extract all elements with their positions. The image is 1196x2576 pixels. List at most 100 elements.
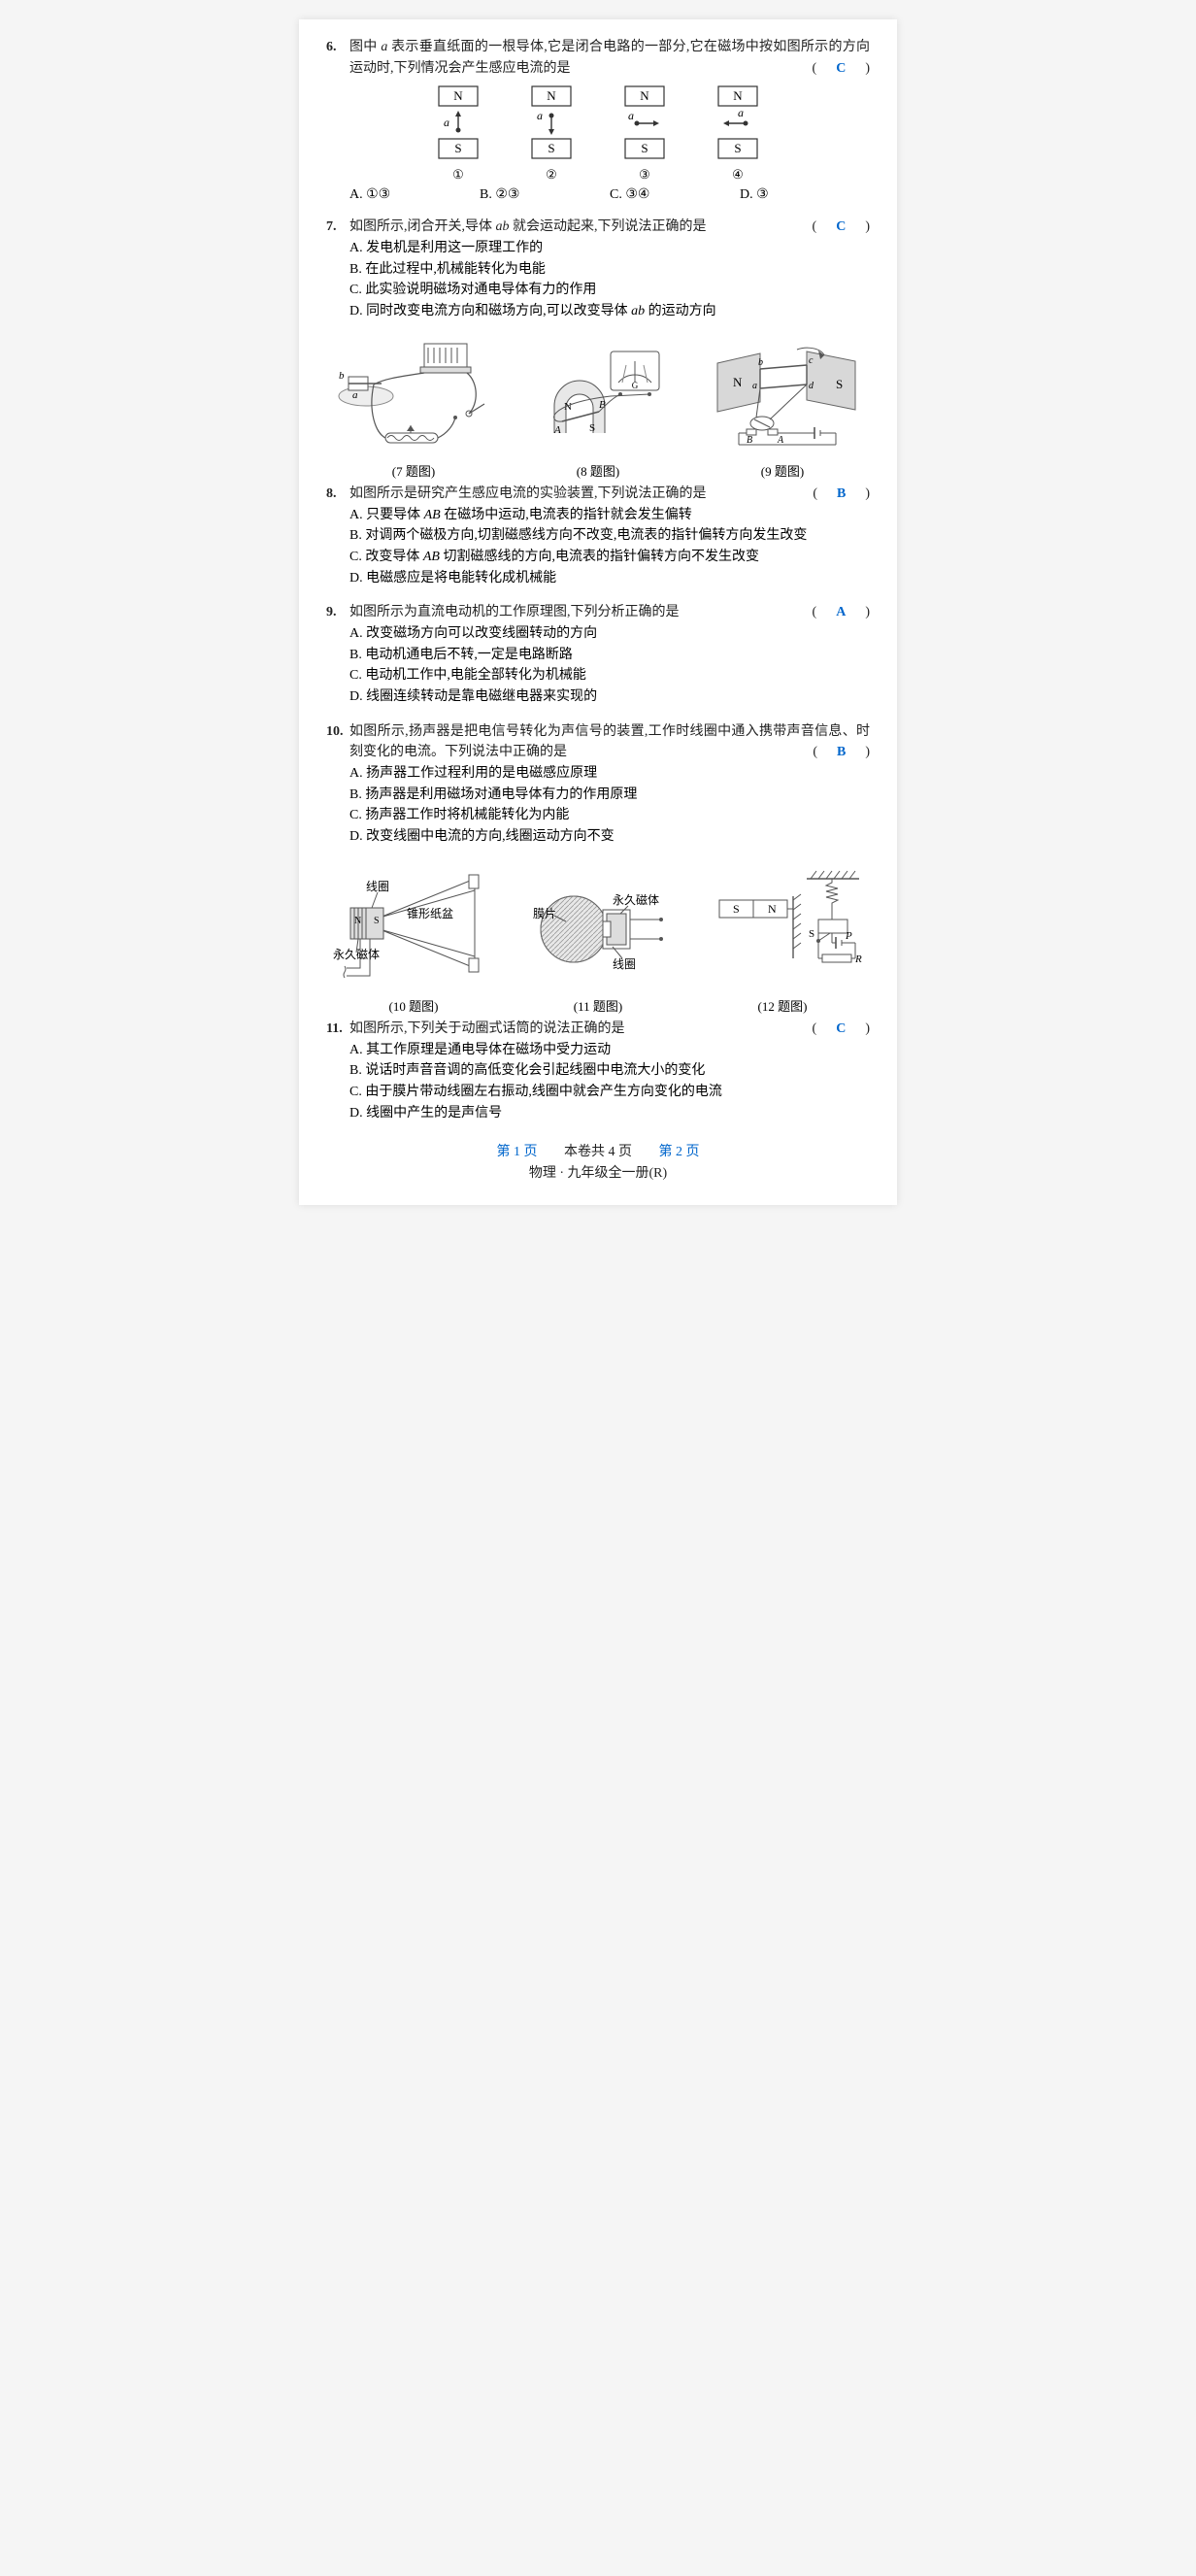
svg-text:线圈: 线圈 xyxy=(366,880,389,893)
q6-stem-a: 图中 xyxy=(349,40,381,54)
q6-magnet-diagrams: N a S N a S xyxy=(326,84,870,165)
figure-7: b a (7 题图) xyxy=(326,336,501,480)
svg-text:永久磁体: 永久磁体 xyxy=(613,892,659,907)
svg-text:N: N xyxy=(733,88,743,103)
magnet-diagram-1: N a S xyxy=(429,84,487,165)
q9-number: 9. xyxy=(326,602,346,623)
svg-text:A: A xyxy=(553,424,561,436)
q7-stem-b: 就会运动起来,下列说法正确的是 xyxy=(510,219,707,234)
svg-text:a: a xyxy=(628,109,634,122)
svg-text:S: S xyxy=(641,141,648,155)
question-7: 7. 如图所示,闭合开关,导体 ab 就会运动起来,下列说法正确的是 ( C )… xyxy=(326,217,870,321)
footer-mid: 本卷共 4 页 xyxy=(564,1145,632,1159)
q8a-b: 在磁场中运动,电流表的指针就会发生偏转 xyxy=(441,508,692,522)
exam-page: 6. 图中 a 表示垂直纸面的一根导体,它是闭合电路的一部分,它在磁场中按如图所… xyxy=(299,19,897,1205)
q9-opt-c: C. 电动机工作中,电能全部转化为机械能 xyxy=(349,665,870,686)
svg-text:S: S xyxy=(548,141,554,155)
q9-opt-b: B. 电动机通电后不转,一定是电路断路 xyxy=(349,645,870,666)
svg-text:N: N xyxy=(354,916,361,926)
q10-opt-a: A. 扬声器工作过程利用的是电磁感应原理 xyxy=(349,763,870,785)
svg-text:a: a xyxy=(444,116,449,129)
magnet-diagram-2: N a S xyxy=(522,84,581,165)
footer-nav: 第 1 页 本卷共 4 页 第 2 页 xyxy=(326,1141,870,1160)
q8-answer: B xyxy=(831,486,851,501)
q10-answer-slot: ( B ) xyxy=(813,742,870,763)
q7-opt-d-ital: ab xyxy=(631,304,645,318)
q9-opt-a: A. 改变磁场方向可以改变线圈转动的方向 xyxy=(349,623,870,645)
figures-row-2: N S 线圈 锥形纸盆 永久磁体 (10 题图) xyxy=(326,861,870,1015)
q8c-a: C. 改变导体 xyxy=(349,550,423,564)
figure-10: N S 线圈 锥形纸盆 永久磁体 (10 题图) xyxy=(326,861,501,1015)
q6-answer-slot: ( C ) xyxy=(813,58,870,80)
svg-text:G: G xyxy=(632,381,639,390)
q6-stem-b: 表示垂直纸面的一根导体,它是闭合电路的一部分,它在磁场中按如图所示的方向运动时,… xyxy=(349,40,870,76)
svg-text:P: P xyxy=(845,930,852,942)
q11-stem-text: 如图所示,下列关于动圈式话筒的说法正确的是 xyxy=(349,1021,625,1036)
svg-text:S: S xyxy=(734,141,741,155)
fig10-caption: (10 题图) xyxy=(326,996,501,1015)
svg-text:a: a xyxy=(752,381,757,391)
svg-text:永久磁体: 永久磁体 xyxy=(333,947,380,961)
q11-opt-b: B. 说话时声音音调的高低变化会引起线圈中电流大小的变化 xyxy=(349,1060,870,1082)
q8-opt-d: D. 电磁感应是将电能转化成机械能 xyxy=(349,568,870,589)
svg-text:S: S xyxy=(374,916,380,926)
figures-row-1: b a (7 题图) xyxy=(326,336,870,480)
svg-text:A: A xyxy=(777,435,784,446)
q10-opt-b: B. 扬声器是利用磁场对通电导体有力的作用原理 xyxy=(349,785,870,806)
figure-8: G N S B A (8 题图) xyxy=(511,336,685,480)
q7-opt-c: C. 此实验说明磁场对通电导体有力的作用 xyxy=(349,280,870,301)
footer-sub: 物理 · 九年级全一册(R) xyxy=(326,1162,870,1182)
figure-11: 永久磁体 膜片 线圈 (11 题图) xyxy=(511,861,685,1015)
q10-opt-c: C. 扬声器工作时将机械能转化为内能 xyxy=(349,805,870,826)
q8-opt-a: A. 只要导体 AB 在磁场中运动,电流表的指针就会发生偏转 xyxy=(349,505,870,526)
q9-stem: 如图所示为直流电动机的工作原理图,下列分析正确的是 ( A ) xyxy=(349,602,870,623)
q10-answer: B xyxy=(831,745,851,759)
q10-opt-d: D. 改变线圈中电流的方向,线圈运动方向不变 xyxy=(349,826,870,848)
svg-text:a: a xyxy=(537,109,543,122)
q8a-a: A. 只要导体 xyxy=(349,508,424,522)
svg-text:b: b xyxy=(758,357,763,368)
q7-number: 7. xyxy=(326,217,346,238)
q8-opt-c: C. 改变导体 AB 切割磁感线的方向,电流表的指针偏转方向不发生改变 xyxy=(349,547,870,568)
fig11-svg: 永久磁体 膜片 线圈 xyxy=(515,861,681,987)
q9-answer: A xyxy=(830,605,851,619)
q8a-ital: AB xyxy=(424,508,441,522)
question-11: 11. 如图所示,下列关于动圈式话筒的说法正确的是 ( C ) A. 其工作原理… xyxy=(326,1019,870,1123)
svg-text:S: S xyxy=(733,902,740,916)
svg-text:锥形纸盆: 锥形纸盆 xyxy=(407,907,453,920)
q6-opt-c: C. ③④ xyxy=(610,186,740,203)
q11-answer-slot: ( C ) xyxy=(813,1019,870,1040)
magnet1-svg: N a S xyxy=(429,84,487,160)
fig11-caption: (11 题图) xyxy=(511,996,685,1015)
q6-number: 6. xyxy=(326,37,346,58)
question-10: 10. 如图所示,扬声器是把电信号转化为声信号的装置,工作时线圈中通入携带声音信… xyxy=(326,721,870,848)
q10-stem: 如图所示,扬声器是把电信号转化为声信号的装置,工作时线圈中通入携带声音信息、时刻… xyxy=(349,721,870,763)
q7-opt-d-a: D. 同时改变电流方向和磁场方向,可以改变导体 xyxy=(349,304,631,318)
svg-text:a: a xyxy=(738,106,744,119)
svg-text:c: c xyxy=(809,355,814,366)
svg-text:b: b xyxy=(339,370,345,382)
q7-answer: C xyxy=(830,219,851,234)
q8c-ital: AB xyxy=(423,550,440,564)
magnet-num-1: ① xyxy=(429,167,487,183)
q6-magnet-numbers: ① ② ③ ④ xyxy=(326,167,870,183)
svg-text:a: a xyxy=(352,389,358,401)
svg-text:N: N xyxy=(640,88,649,103)
svg-text:S: S xyxy=(836,377,843,391)
fig9-caption: (9 题图) xyxy=(695,461,870,480)
svg-text:S: S xyxy=(589,422,595,434)
magnet-num-3: ③ xyxy=(615,167,674,183)
q8-opt-b: B. 对调两个磁极方向,切割磁感线方向不改变,电流表的指针偏转方向发生改变 xyxy=(349,525,870,547)
magnet-num-4: ④ xyxy=(709,167,767,183)
q7-opt-a: A. 发电机是利用这一原理工作的 xyxy=(349,238,870,259)
fig8-caption: (8 题图) xyxy=(511,461,685,480)
figure-9: N S b c a d B A xyxy=(695,336,870,480)
q9-opt-d: D. 线圈连续转动是靠电磁继电器来实现的 xyxy=(349,686,870,708)
q11-answer: C xyxy=(830,1021,851,1036)
magnet3-svg: N a S xyxy=(615,84,674,160)
q9-stem-text: 如图所示为直流电动机的工作原理图,下列分析正确的是 xyxy=(349,605,680,619)
question-8: 8. 如图所示是研究产生感应电流的实验装置,下列说法正确的是 ( B ) A. … xyxy=(326,484,870,588)
q6-opt-d: D. ③ xyxy=(740,186,870,203)
q11-opt-c: C. 由于膜片带动线圈左右振动,线圈中就会产生方向变化的电流 xyxy=(349,1082,870,1103)
q7-stem: 如图所示,闭合开关,导体 ab 就会运动起来,下列说法正确的是 ( C ) xyxy=(349,217,870,238)
